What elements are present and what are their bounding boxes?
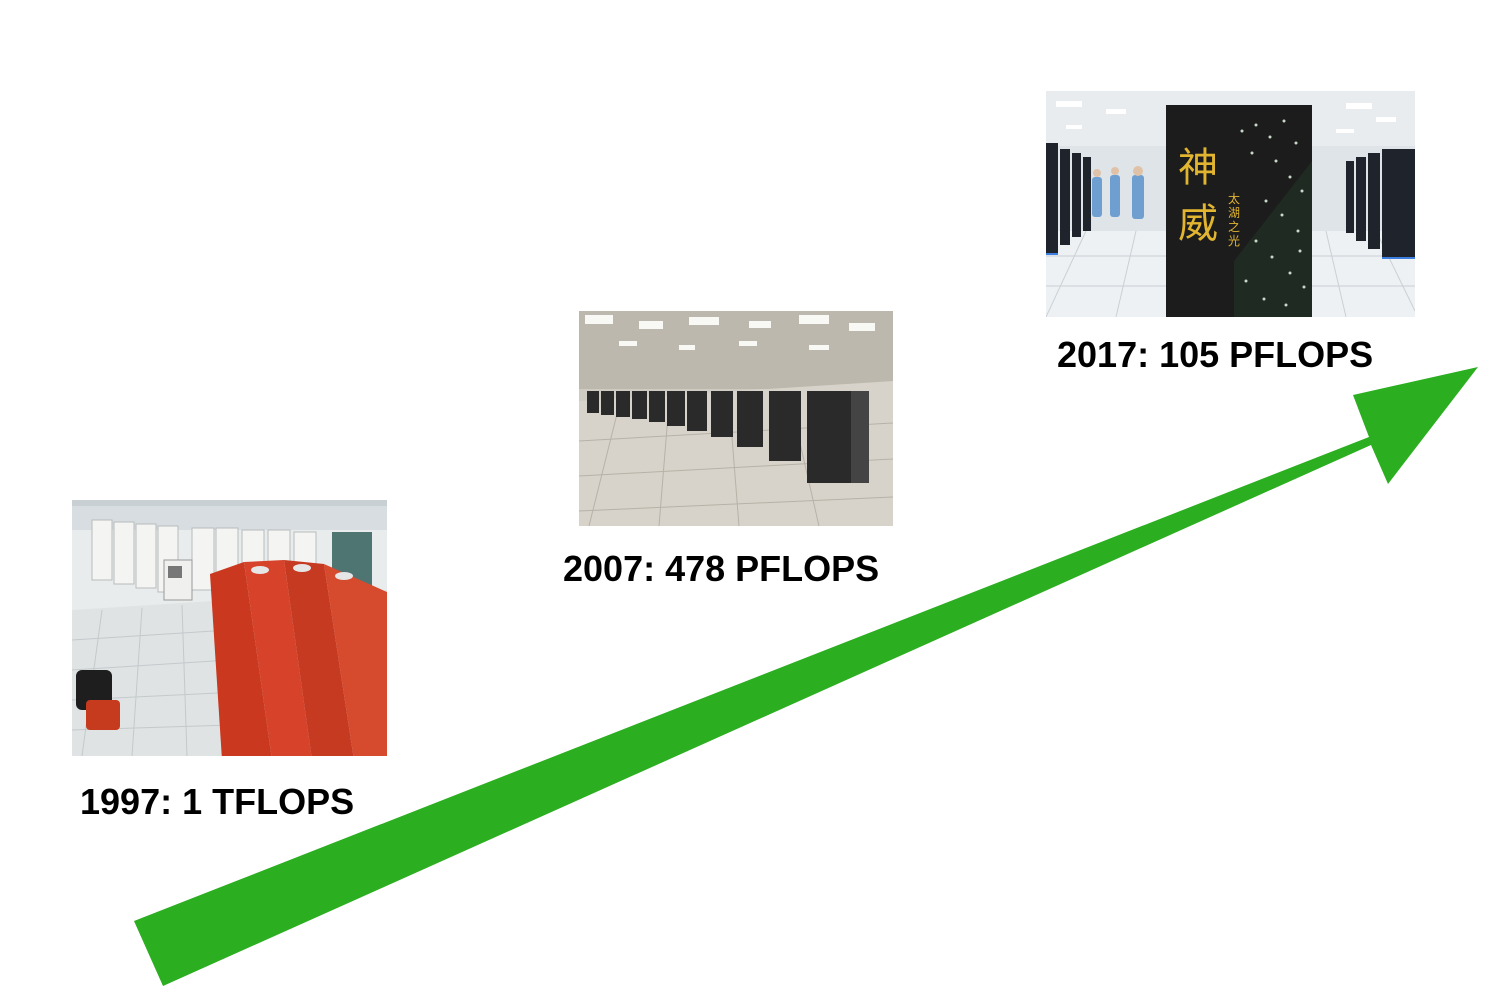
caption-2007: 2007: 478 PFLOPS: [563, 548, 880, 589]
sign-sub-text: 太湖之光: [1228, 191, 1240, 248]
photo-2007-supercomputer: [579, 311, 893, 526]
photo-1997-supercomputer: [72, 500, 387, 756]
photo-2017-sunway-taihulight: 神威 太湖之光: [1046, 91, 1415, 317]
sign-main-text: 神威: [1178, 145, 1218, 247]
caption-1997: 1997: 1 TFLOPS: [80, 781, 355, 822]
caption-2017: 2017: 105 PFLOPS: [1057, 334, 1374, 375]
